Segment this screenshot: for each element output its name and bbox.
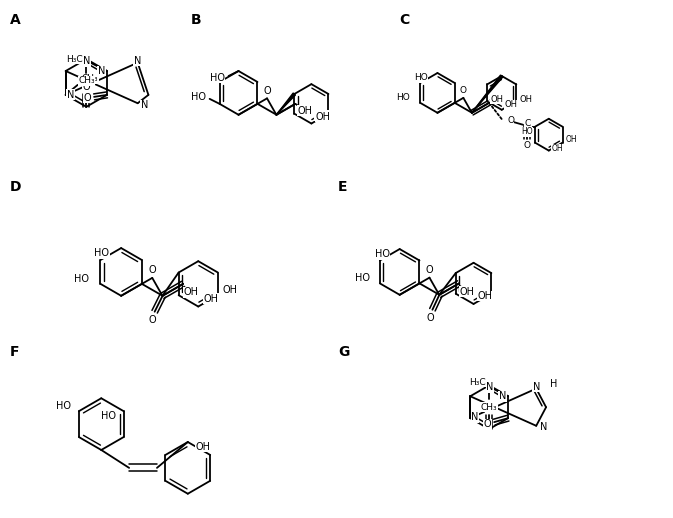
Text: O: O	[483, 419, 491, 429]
Text: O: O	[425, 265, 433, 275]
Text: O: O	[507, 116, 514, 125]
Text: G: G	[338, 344, 349, 358]
Text: H₃C: H₃C	[470, 378, 487, 387]
Text: N: N	[134, 55, 141, 66]
Text: OH: OH	[196, 442, 211, 452]
Text: B: B	[190, 13, 201, 27]
Text: H₃C: H₃C	[67, 54, 83, 64]
Text: N: N	[471, 412, 479, 422]
Text: HO: HO	[94, 248, 109, 258]
Polygon shape	[472, 75, 503, 113]
Text: O: O	[149, 265, 156, 275]
Text: HO: HO	[355, 274, 370, 283]
Text: OH: OH	[490, 95, 503, 104]
Text: N: N	[98, 66, 105, 76]
Text: O: O	[460, 87, 467, 95]
Text: N: N	[487, 382, 494, 392]
Text: HO: HO	[56, 401, 71, 411]
Text: OH: OH	[297, 106, 312, 116]
Text: HO: HO	[375, 249, 390, 259]
Text: O: O	[524, 141, 530, 150]
Text: CH₃: CH₃	[81, 75, 98, 83]
Text: H: H	[550, 379, 557, 388]
Text: C: C	[400, 13, 410, 27]
Text: HO: HO	[414, 74, 427, 82]
Text: N: N	[67, 90, 74, 100]
Text: OH: OH	[565, 135, 577, 144]
Text: HO: HO	[209, 73, 225, 83]
Text: OH: OH	[460, 286, 474, 297]
Text: CH₃: CH₃	[78, 77, 95, 85]
Text: OH: OH	[184, 287, 199, 297]
Text: O: O	[485, 403, 493, 413]
Text: N: N	[141, 100, 148, 110]
Text: OH: OH	[315, 112, 330, 122]
Text: O: O	[83, 82, 90, 92]
Polygon shape	[295, 104, 311, 115]
Text: N: N	[499, 391, 506, 401]
Text: O: O	[263, 87, 271, 96]
Text: D: D	[10, 180, 22, 194]
Text: HO: HO	[396, 93, 411, 103]
Text: OH: OH	[223, 285, 238, 295]
Text: HO: HO	[190, 92, 206, 102]
Text: A: A	[10, 13, 20, 27]
Text: HO: HO	[73, 274, 89, 284]
Text: OH: OH	[552, 144, 563, 153]
Text: OH: OH	[505, 100, 518, 109]
Text: HO: HO	[101, 411, 116, 421]
Text: F: F	[10, 344, 20, 358]
Text: CH₃: CH₃	[481, 402, 497, 412]
Polygon shape	[277, 93, 295, 115]
Text: E: E	[338, 180, 347, 194]
Text: HO: HO	[522, 127, 533, 136]
Text: OH: OH	[520, 95, 532, 104]
Text: N: N	[83, 56, 90, 66]
Text: C: C	[525, 119, 531, 128]
Text: O: O	[427, 313, 434, 323]
Text: OH: OH	[203, 294, 218, 304]
Text: O: O	[83, 93, 91, 103]
Text: OH: OH	[314, 110, 329, 121]
Text: N: N	[532, 382, 540, 392]
Text: O: O	[149, 314, 156, 325]
Text: OH: OH	[478, 291, 493, 301]
Text: N: N	[540, 422, 548, 432]
